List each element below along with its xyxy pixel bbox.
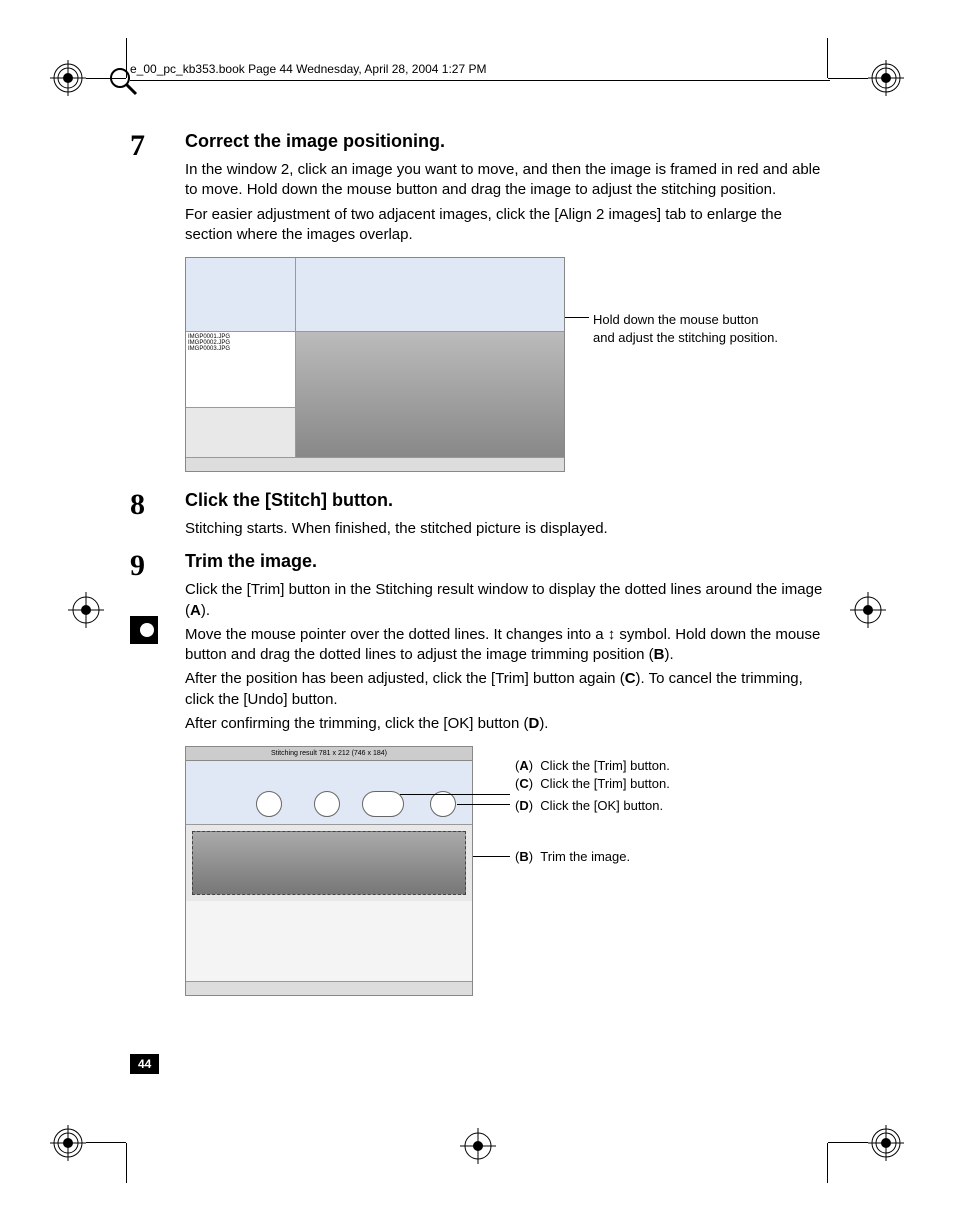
crop-mark-icon [50,1125,86,1161]
annotation-b: (B) Trim the image. [515,849,630,864]
step-para: After the position has been adjusted, cl… [185,669,830,710]
annotation-a: (A) Click the [Trim] button. [515,758,670,773]
crop-mark-icon [50,60,86,96]
leader-line [473,856,510,857]
crop-line [86,78,126,79]
annotation-c: (C) Click the [Trim] button. [515,776,670,791]
crop-mark-icon [460,1128,496,1164]
crop-mark-icon [850,592,886,628]
step-title: Correct the image positioning. [185,131,830,152]
crop-line [828,78,868,79]
trim-button-icon [362,791,404,817]
leader-line [565,317,589,318]
crop-mark-icon [868,60,904,96]
step-para: Click the [Trim] button in the Stitching… [185,580,830,621]
step-9: 9 Trim the image. Click the [Trim] butto… [130,551,830,738]
step-7: 7 Correct the image positioning. In the … [130,131,830,249]
step-para: Move the mouse pointer over the dotted l… [185,625,830,666]
leader-line [457,804,510,805]
crop-line [126,38,127,78]
step-title: Click the [Stitch] button. [185,490,830,511]
crop-mark-icon [68,592,104,628]
figure-alignment-screenshot: IMGP0001.JPG IMGP0002.JPG IMGP0003.JPG [185,257,565,472]
page-content: e_00_pc_kb353.book Page 44 Wednesday, Ap… [130,60,830,996]
crop-line [827,38,828,78]
leader-line [400,794,510,795]
crop-line [86,1142,126,1143]
figure-stitching-result-screenshot: Stitching result 781 x 212 (746 x 184) [185,746,473,996]
header-line: e_00_pc_kb353.book Page 44 Wednesday, Ap… [130,60,830,81]
crop-line [828,1142,868,1143]
undo-button-icon [256,791,282,817]
crop-mark-icon [868,1125,904,1161]
step-para: After confirming the trimming, click the… [185,714,830,734]
step-number: 9 [130,551,185,581]
crop-line [126,1143,127,1183]
figure-1-row: IMGP0001.JPG IMGP0002.JPG IMGP0003.JPG H… [185,257,830,472]
step-para: For easier adjustment of two adjacent im… [185,205,830,246]
page-number: 44 [130,1054,159,1074]
figure-2-row: Stitching result 781 x 212 (746 x 184) (… [185,746,830,996]
file-list-item: IMGP0003.JPG [188,346,293,352]
step-para: Stitching starts. When finished, the sti… [185,519,830,539]
window-titlebar: Stitching result 781 x 212 (746 x 184) [186,747,472,761]
step-8: 8 Click the [Stitch] button. Stitching s… [130,490,830,543]
crop-line [827,1143,828,1183]
annotation-d: (D) Click the [OK] button. [515,798,663,813]
step-number: 8 [130,490,185,520]
undo-button-icon [314,791,340,817]
step-title: Trim the image. [185,551,830,572]
header-filename: e_00_pc_kb353.book Page 44 Wednesday, Ap… [130,62,486,76]
figure-caption: Hold down the mouse button and adjust th… [593,257,783,346]
step-para: In the window 2, click an image you want… [185,160,830,201]
step-number: 7 [130,131,185,161]
